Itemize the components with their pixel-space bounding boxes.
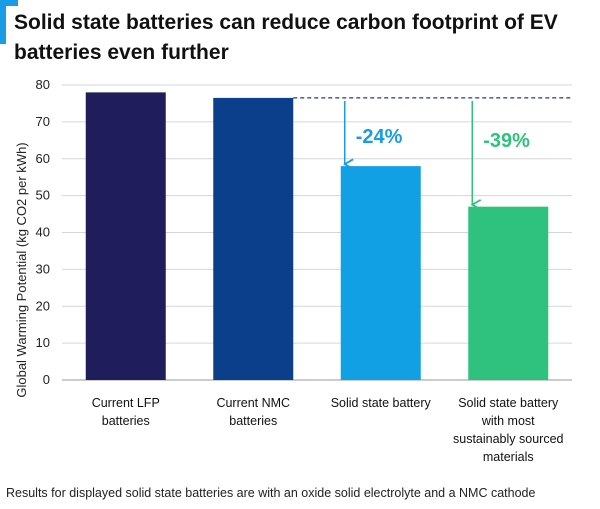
y-axis-label: Global Warming Potential (kg CO2 per kWh… bbox=[14, 142, 29, 397]
chart-title: Solid state batteries can reduce carbon … bbox=[14, 11, 558, 64]
bar bbox=[85, 92, 166, 380]
corner-accent bbox=[0, 0, 6, 44]
annotation-label: -24% bbox=[356, 126, 403, 148]
y-tick-label: 70 bbox=[36, 114, 50, 129]
x-tick-label: sustainably sourced bbox=[453, 432, 564, 446]
annotation-label: -39% bbox=[483, 130, 530, 152]
corner-accent-top bbox=[0, 0, 18, 6]
x-tick-label: Current NMC bbox=[216, 396, 290, 410]
y-tick-label: 40 bbox=[36, 225, 50, 240]
y-tick-label: 80 bbox=[36, 77, 50, 92]
annotations: -24% -39% bbox=[293, 97, 572, 205]
y-tick-label: 0 bbox=[43, 372, 50, 387]
x-tick-label: batteries bbox=[229, 414, 277, 428]
x-tick-label: Current LFP bbox=[92, 396, 160, 410]
y-tick-label: 60 bbox=[36, 151, 50, 166]
y-tick-label: 30 bbox=[36, 261, 50, 276]
y-tick-label: 10 bbox=[36, 335, 50, 350]
x-tick-label: batteries bbox=[102, 414, 150, 428]
x-axis-labels: Current LFP batteries Current NMC batteries… bbox=[92, 396, 564, 464]
bars bbox=[85, 92, 549, 380]
bar bbox=[468, 206, 549, 380]
x-tick-label: Solid state battery bbox=[331, 396, 432, 410]
footnote: Results for displayed solid state batter… bbox=[6, 486, 536, 500]
x-tick-label: materials bbox=[483, 450, 534, 464]
x-tick-label: with most bbox=[481, 414, 535, 428]
y-axis-ticks: 0 10 20 30 40 50 60 70 80 bbox=[36, 77, 50, 387]
y-tick-label: 50 bbox=[36, 188, 50, 203]
bar bbox=[340, 166, 421, 380]
bar bbox=[213, 97, 294, 380]
bar-chart: 0 10 20 30 40 50 60 70 80 Global Warming Potenti… bbox=[14, 77, 572, 464]
y-tick-label: 20 bbox=[36, 298, 50, 313]
x-tick-label: Solid state battery bbox=[458, 396, 559, 410]
